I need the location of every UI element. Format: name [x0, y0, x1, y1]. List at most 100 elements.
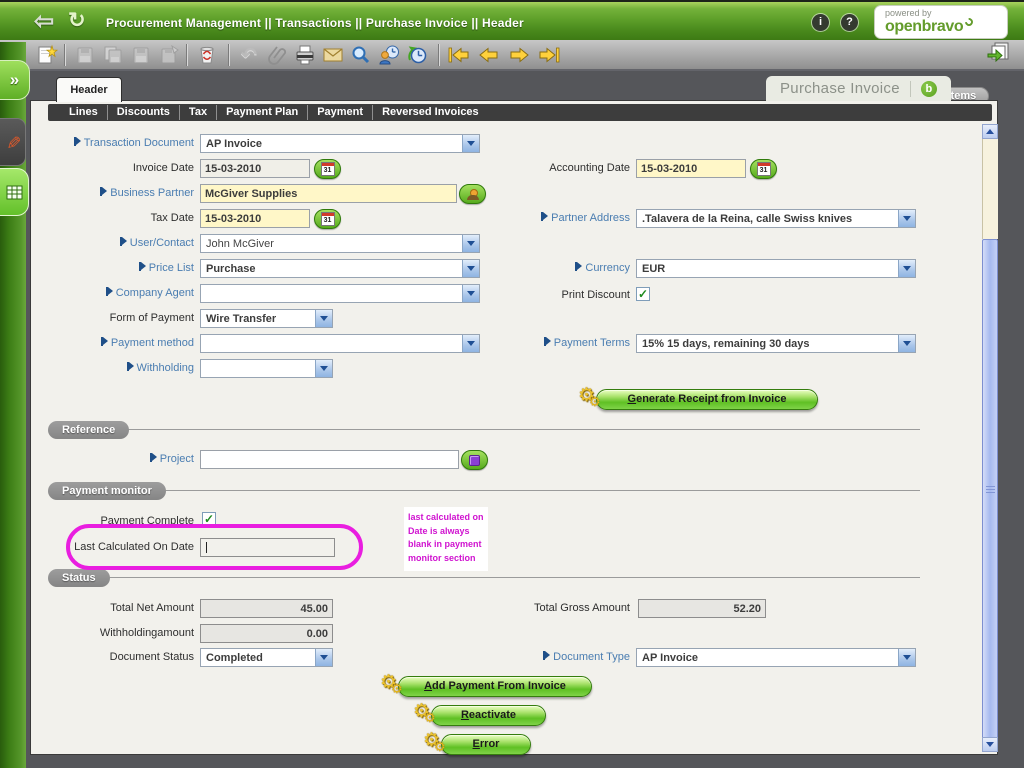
- search-icon: [352, 46, 370, 64]
- accounting-date-input[interactable]: [636, 159, 746, 178]
- project-search-button[interactable]: [461, 450, 488, 470]
- user-clock-icon: [379, 45, 399, 65]
- help-button[interactable]: ?: [841, 14, 858, 31]
- chevron-down-icon[interactable]: [462, 285, 479, 302]
- chevron-down-icon[interactable]: [462, 260, 479, 277]
- business-partner-search-button[interactable]: [459, 184, 486, 204]
- refresh-icon[interactable]: ↻: [68, 9, 86, 32]
- accounting-date-calendar-button[interactable]: 31: [750, 159, 777, 179]
- chevron-down-icon[interactable]: [898, 260, 915, 277]
- withholding-amount-input: [200, 624, 333, 643]
- scroll-down-button[interactable]: [982, 737, 998, 752]
- first-record-button[interactable]: [446, 43, 472, 67]
- subtab-lines[interactable]: Lines: [69, 106, 98, 118]
- payment-method-select[interactable]: [200, 334, 480, 353]
- new-record-button[interactable]: [34, 43, 60, 67]
- payment-terms-select[interactable]: 15% 15 days, remaining 30 days: [636, 334, 916, 353]
- title-divider: [909, 80, 911, 97]
- subtab-reversed-invoices[interactable]: Reversed Invoices: [372, 105, 488, 120]
- last-record-button[interactable]: [536, 43, 562, 67]
- reactivate-button[interactable]: Reactivate: [431, 705, 546, 726]
- partner-address-label: Partner Address: [468, 212, 630, 224]
- calendar-icon: 31: [320, 212, 335, 226]
- powered-by-text: powered by: [885, 8, 932, 18]
- total-net-amount-input: [200, 599, 333, 618]
- history-button[interactable]: [404, 43, 430, 67]
- last-calculated-on-date-input[interactable]: [200, 538, 335, 557]
- user-contact-label: User/Contact: [28, 237, 194, 249]
- invoice-date-input[interactable]: [200, 159, 310, 178]
- link-icon: [575, 262, 583, 271]
- tab-header[interactable]: Header: [56, 77, 122, 102]
- save-new-button: [72, 43, 98, 67]
- chevron-down-icon[interactable]: [462, 235, 479, 252]
- linked-items-icon: [987, 42, 1009, 63]
- link-icon: [100, 187, 108, 196]
- link-icon: [543, 337, 551, 346]
- chevron-down-icon[interactable]: [898, 210, 915, 227]
- previous-record-button[interactable]: [476, 43, 502, 67]
- subtab-payment[interactable]: Payment: [307, 105, 372, 120]
- transaction-document-label: Transaction Document: [28, 137, 194, 149]
- project-input[interactable]: [200, 450, 459, 469]
- document-status-select[interactable]: Completed: [200, 648, 333, 667]
- sidebar-expand-tab[interactable]: »: [0, 60, 30, 100]
- user-contact-select[interactable]: John McGiver: [200, 234, 480, 253]
- sidebar-edit-view-tab[interactable]: ✎: [0, 118, 26, 166]
- error-button[interactable]: Error: [441, 734, 531, 755]
- link-icon: [119, 237, 127, 246]
- price-list-select[interactable]: Purchase: [200, 259, 480, 278]
- subtab-payment-plan[interactable]: Payment Plan: [216, 105, 307, 120]
- withholding-select[interactable]: [200, 359, 333, 378]
- printer-icon: [296, 45, 314, 65]
- chevron-down-icon[interactable]: [462, 135, 479, 152]
- chevron-down-icon[interactable]: [315, 360, 332, 377]
- subtab-tax[interactable]: Tax: [178, 105, 216, 120]
- sidebar-grid-view-tab[interactable]: [0, 168, 29, 216]
- currency-select[interactable]: EUR: [636, 259, 916, 278]
- back-icon[interactable]: ⇦: [34, 8, 55, 35]
- linked-items-panel-button[interactable]: [986, 41, 1012, 65]
- company-agent-select[interactable]: [200, 284, 480, 303]
- business-partner-input[interactable]: [200, 184, 457, 203]
- search-button[interactable]: [348, 43, 374, 67]
- print-button[interactable]: [292, 43, 318, 67]
- brand-swirl-icon: [963, 16, 975, 28]
- scrollbar-track[interactable]: [982, 139, 998, 239]
- add-payment-button[interactable]: Add Payment From Invoice: [398, 676, 592, 697]
- copy-record-button: [100, 43, 126, 67]
- audit-button[interactable]: [376, 43, 402, 67]
- chevron-down-icon[interactable]: [462, 335, 479, 352]
- chevron-down-icon[interactable]: [898, 649, 915, 666]
- form-of-payment-select[interactable]: Wire Transfer: [200, 309, 333, 328]
- chevron-down-icon[interactable]: [315, 649, 332, 666]
- scrollbar-thumb[interactable]: [982, 239, 998, 739]
- tax-date-calendar-button[interactable]: 31: [314, 209, 341, 229]
- project-label: Project: [28, 453, 194, 465]
- document-type-select[interactable]: AP Invoice: [636, 648, 916, 667]
- scroll-up-button[interactable]: [982, 124, 998, 139]
- save-new-icon: [77, 47, 93, 64]
- edit-pencil-icon: ✎: [3, 134, 23, 150]
- chevron-down-icon[interactable]: [898, 335, 915, 352]
- chevron-down-icon[interactable]: [315, 310, 332, 327]
- transaction-document-select[interactable]: AP Invoice: [200, 134, 480, 153]
- email-button[interactable]: [320, 43, 346, 67]
- print-discount-checkbox[interactable]: ✓: [636, 287, 650, 301]
- grid-view-icon: [6, 185, 22, 199]
- payment-complete-checkbox[interactable]: ✓: [202, 512, 216, 526]
- next-record-button[interactable]: [506, 43, 532, 67]
- last-record-icon: [539, 47, 560, 63]
- total-gross-amount-input: [638, 599, 766, 618]
- attachment-button[interactable]: [264, 43, 290, 67]
- delete-record-button[interactable]: [194, 43, 220, 67]
- info-button[interactable]: i: [812, 14, 829, 31]
- invoice-date-calendar-button[interactable]: 31: [314, 159, 341, 179]
- subtab-discounts[interactable]: Discounts: [106, 105, 179, 120]
- window-title-tab: Purchase Invoice b: [766, 76, 951, 101]
- undo-button: ↶: [236, 43, 262, 67]
- generate-receipt-button[interactable]: Generate Receipt from Invoice: [596, 389, 818, 410]
- partner-address-select[interactable]: .Talavera de la Reina, calle Swiss knive…: [636, 209, 916, 228]
- tax-date-input[interactable]: [200, 209, 310, 228]
